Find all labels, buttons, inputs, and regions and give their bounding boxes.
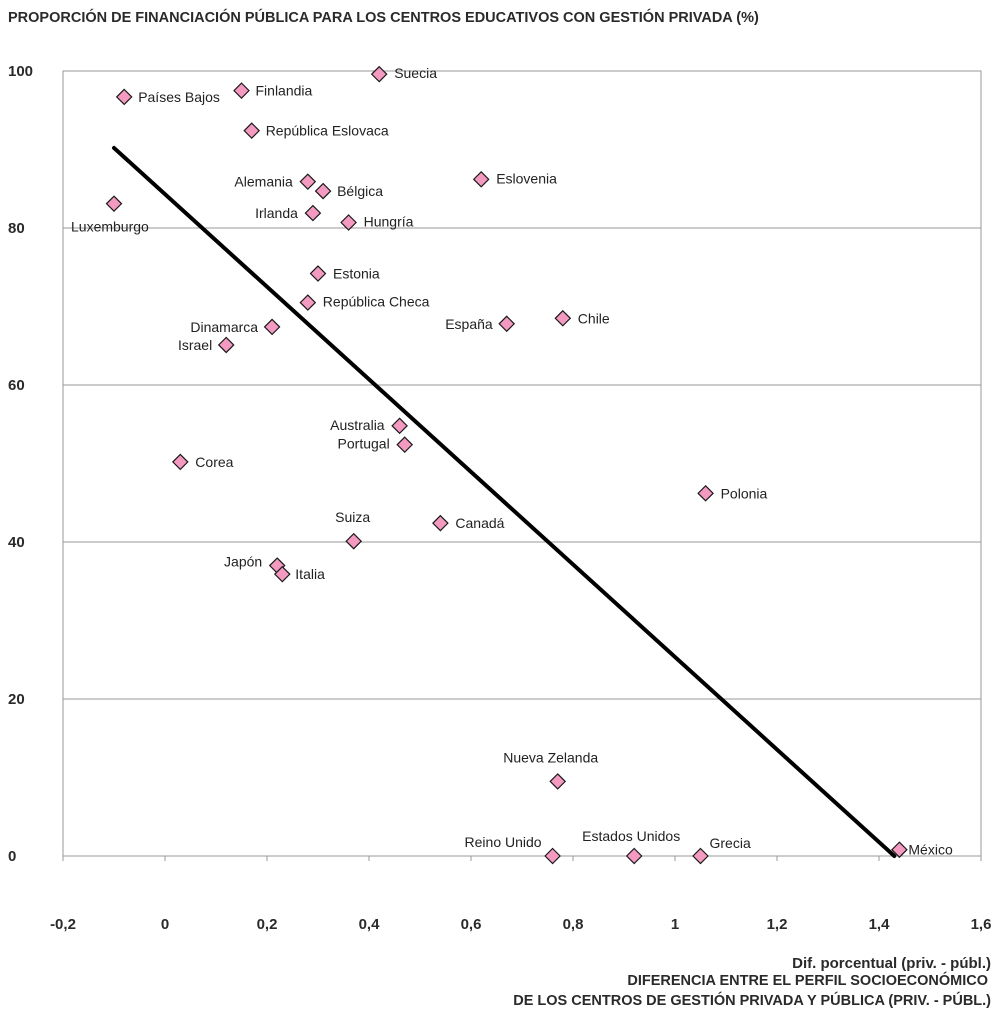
data-point-marker xyxy=(554,309,572,327)
x-tick-label: -0,2 xyxy=(50,916,76,933)
data-point-label: Alemania xyxy=(234,174,293,190)
data-point-label: Corea xyxy=(195,454,233,470)
data-point-label: República Eslovaca xyxy=(266,123,389,139)
data-point-marker xyxy=(171,453,189,471)
trend-line xyxy=(112,145,897,858)
data-point-marker xyxy=(549,773,567,790)
chart-title: PROPORCIÓN DE FINANCIACIÓN PÚBLICA PARA … xyxy=(8,8,759,26)
x-tick-label: 1,6 xyxy=(971,916,992,933)
data-point-label: Irlanda xyxy=(255,205,298,221)
x-tick-label: 1,2 xyxy=(767,916,788,933)
data-point-label: Luxemburgo xyxy=(71,219,149,235)
data-point-marker xyxy=(345,532,363,550)
data-point-marker xyxy=(299,173,317,191)
x-axis-label: Dif. porcentual (priv. - públ.) xyxy=(792,955,991,972)
x-tick-label: 1 xyxy=(671,916,679,933)
data-point-label: Israel xyxy=(178,337,212,353)
data-point-marker xyxy=(391,417,408,435)
data-point-label: México xyxy=(908,842,953,858)
y-axis-ticks: 0 20 40 60 80 100 xyxy=(8,63,33,865)
data-point-marker xyxy=(217,336,235,354)
data-point-label: Italia xyxy=(295,566,325,582)
data-point-label: Bélgica xyxy=(337,183,383,199)
y-tick-label: 100 xyxy=(8,63,33,80)
x-tick-label: 0 xyxy=(161,916,169,933)
data-point-marker xyxy=(309,265,327,282)
data-point-label: Estonia xyxy=(333,266,380,282)
data-point-marker xyxy=(304,204,322,222)
y-tick-label: 0 xyxy=(8,848,16,865)
data-point-label: Chile xyxy=(578,310,610,326)
data-point-label: Nueva Zelanda xyxy=(503,749,598,765)
data-point-label: Reino Unido xyxy=(465,834,542,850)
data-point-label: Hungría xyxy=(364,214,414,230)
y-tick-label: 60 xyxy=(8,377,25,394)
x-axis-caption-line-2: DE LOS CENTROS DE GESTIÓN PRIVADA Y PÚBL… xyxy=(513,991,991,1009)
x-axis-caption-line-1: DIFERENCIA ENTRE EL PERFIL SOCIOECONÓMIC… xyxy=(627,971,988,989)
x-tick-label: 1,4 xyxy=(869,916,891,933)
data-point-label: Canadá xyxy=(455,515,504,531)
data-point-marker xyxy=(273,565,291,583)
data-point-marker xyxy=(115,88,133,106)
data-point-marker xyxy=(625,847,643,865)
data-point-marker xyxy=(697,484,714,502)
data-point-marker xyxy=(299,294,317,311)
data-point-marker xyxy=(692,847,709,865)
data-point-label: Eslovenia xyxy=(496,170,557,186)
data-point-label: Portugal xyxy=(338,436,390,452)
data-point-label: Australia xyxy=(330,417,385,433)
data-point-label: Finlandia xyxy=(256,83,313,99)
data-point-marker xyxy=(544,847,561,865)
data-point-label: Dinamarca xyxy=(190,319,258,335)
x-tick-label: 0,8 xyxy=(563,916,584,933)
data-point-marker xyxy=(340,214,357,231)
data-point-label: Suiza xyxy=(335,509,370,525)
data-point-label: Japón xyxy=(224,554,262,570)
data-point-marker xyxy=(472,170,490,188)
data-point-labels: Suecia Países Bajos Finlandia República Esl… xyxy=(71,65,953,858)
plot-area xyxy=(62,70,982,857)
x-axis-ticks: -0,2 0 0,2 0,4 0,6 0,8 1 1,2 1,4 1,6 xyxy=(50,856,991,933)
data-point-label: España xyxy=(445,316,493,332)
data-point-label: Suecia xyxy=(394,65,437,81)
y-tick-label: 80 xyxy=(8,220,25,237)
data-point-label: Polonia xyxy=(721,485,768,501)
data-points xyxy=(105,65,908,865)
x-tick-label: 0,6 xyxy=(461,916,482,933)
data-point-marker xyxy=(243,122,261,140)
data-point-marker xyxy=(233,82,250,99)
data-point-label: República Checa xyxy=(323,294,430,310)
data-point-label: Grecia xyxy=(710,835,751,851)
data-point-marker xyxy=(498,315,516,333)
data-point-marker xyxy=(396,436,414,454)
data-point-marker xyxy=(370,65,388,83)
data-point-marker xyxy=(105,195,123,213)
data-point-marker xyxy=(891,841,908,859)
data-point-label: Países Bajos xyxy=(138,89,220,105)
y-tick-label: 20 xyxy=(8,691,25,708)
data-point-marker xyxy=(432,514,449,532)
x-tick-label: 0,2 xyxy=(257,916,278,933)
y-tick-label: 40 xyxy=(8,534,25,551)
data-point-marker xyxy=(314,182,332,200)
x-tick-label: 0,4 xyxy=(359,916,381,933)
data-point-marker xyxy=(263,318,281,336)
data-point-label: Estados Unidos xyxy=(582,828,680,844)
